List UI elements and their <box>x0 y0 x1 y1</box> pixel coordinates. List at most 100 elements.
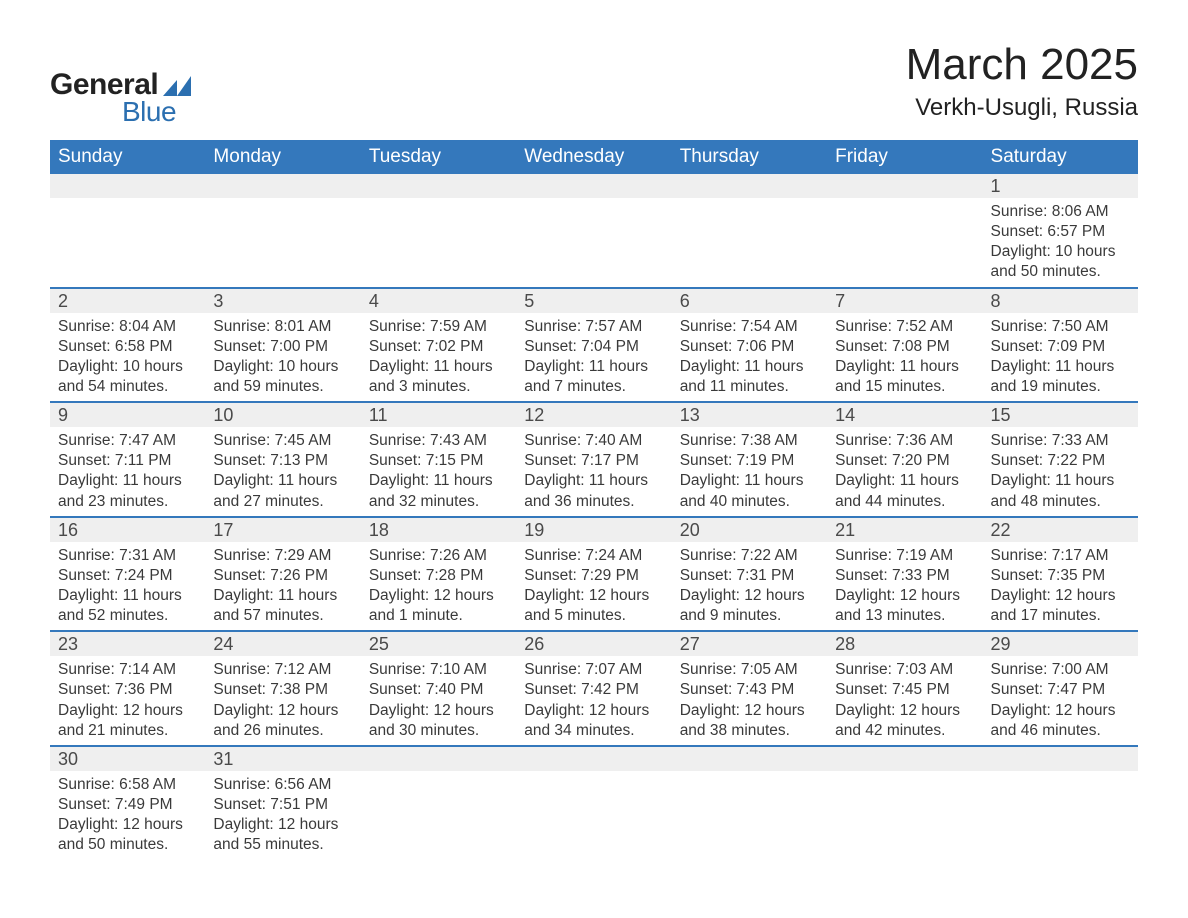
day-details: Sunrise: 7:05 AMSunset: 7:43 PMDaylight:… <box>672 656 827 745</box>
daylight-line: Daylight: 11 hours and 7 minutes. <box>524 357 663 397</box>
day-number: 4 <box>361 289 516 314</box>
calendar-cell <box>672 174 827 288</box>
weekday-header: Tuesday <box>361 140 516 174</box>
daylight-line: Daylight: 11 hours and 23 minutes. <box>58 471 197 511</box>
calendar-cell: 13Sunrise: 7:38 AMSunset: 7:19 PMDayligh… <box>672 402 827 517</box>
calendar-week-row: 30Sunrise: 6:58 AMSunset: 7:49 PMDayligh… <box>50 746 1138 860</box>
daylight-line: Daylight: 10 hours and 59 minutes. <box>213 357 352 397</box>
day-details: Sunrise: 7:54 AMSunset: 7:06 PMDaylight:… <box>672 313 827 402</box>
sunrise-line: Sunrise: 7:36 AM <box>835 431 974 451</box>
calendar-cell: 1Sunrise: 8:06 AMSunset: 6:57 PMDaylight… <box>983 174 1138 288</box>
day-details: Sunrise: 7:24 AMSunset: 7:29 PMDaylight:… <box>516 542 671 631</box>
sunrise-line: Sunrise: 7:50 AM <box>991 317 1130 337</box>
day-number: 25 <box>361 632 516 657</box>
sunrise-line: Sunrise: 8:04 AM <box>58 317 197 337</box>
sunset-line: Sunset: 7:17 PM <box>524 451 663 471</box>
sunrise-line: Sunrise: 7:38 AM <box>680 431 819 451</box>
sunrise-line: Sunrise: 7:26 AM <box>369 546 508 566</box>
day-details <box>361 771 516 779</box>
sunrise-line: Sunrise: 7:31 AM <box>58 546 197 566</box>
daylight-line: Daylight: 12 hours and 55 minutes. <box>213 815 352 855</box>
day-number: 10 <box>205 403 360 428</box>
daylight-line: Daylight: 10 hours and 54 minutes. <box>58 357 197 397</box>
day-number: 18 <box>361 518 516 543</box>
calendar-cell: 15Sunrise: 7:33 AMSunset: 7:22 PMDayligh… <box>983 402 1138 517</box>
sunrise-line: Sunrise: 7:40 AM <box>524 431 663 451</box>
calendar-cell: 10Sunrise: 7:45 AMSunset: 7:13 PMDayligh… <box>205 402 360 517</box>
day-number: 13 <box>672 403 827 428</box>
daylight-line: Daylight: 11 hours and 32 minutes. <box>369 471 508 511</box>
daylight-line: Daylight: 12 hours and 17 minutes. <box>991 586 1130 626</box>
calendar-cell: 8Sunrise: 7:50 AMSunset: 7:09 PMDaylight… <box>983 288 1138 403</box>
daylight-line: Daylight: 12 hours and 46 minutes. <box>991 701 1130 741</box>
day-details: Sunrise: 7:22 AMSunset: 7:31 PMDaylight:… <box>672 542 827 631</box>
sunset-line: Sunset: 7:51 PM <box>213 795 352 815</box>
day-details <box>361 198 516 206</box>
calendar-cell <box>827 746 982 860</box>
day-details: Sunrise: 7:57 AMSunset: 7:04 PMDaylight:… <box>516 313 671 402</box>
day-number: 5 <box>516 289 671 314</box>
sunrise-line: Sunrise: 7:05 AM <box>680 660 819 680</box>
calendar-cell <box>50 174 205 288</box>
day-details <box>516 198 671 206</box>
day-number: 20 <box>672 518 827 543</box>
sunrise-line: Sunrise: 7:00 AM <box>991 660 1130 680</box>
daylight-line: Daylight: 11 hours and 27 minutes. <box>213 471 352 511</box>
sunset-line: Sunset: 7:13 PM <box>213 451 352 471</box>
day-details: Sunrise: 7:26 AMSunset: 7:28 PMDaylight:… <box>361 542 516 631</box>
daylight-line: Daylight: 11 hours and 36 minutes. <box>524 471 663 511</box>
sunrise-line: Sunrise: 7:03 AM <box>835 660 974 680</box>
day-number: 12 <box>516 403 671 428</box>
location: Verkh-Usugli, Russia <box>906 94 1138 122</box>
day-number: 11 <box>361 403 516 428</box>
logo: General Blue <box>50 68 191 128</box>
header: General Blue March 2025 Verkh-Usugli, Ru… <box>50 40 1138 128</box>
sunrise-line: Sunrise: 7:43 AM <box>369 431 508 451</box>
day-number: 16 <box>50 518 205 543</box>
sunset-line: Sunset: 7:47 PM <box>991 680 1130 700</box>
day-number: 17 <box>205 518 360 543</box>
weekday-header: Sunday <box>50 140 205 174</box>
daylight-line: Daylight: 12 hours and 1 minute. <box>369 586 508 626</box>
calendar-cell <box>361 746 516 860</box>
sunrise-line: Sunrise: 6:58 AM <box>58 775 197 795</box>
calendar-week-row: 1Sunrise: 8:06 AMSunset: 6:57 PMDaylight… <box>50 174 1138 288</box>
sunset-line: Sunset: 7:24 PM <box>58 566 197 586</box>
sunset-line: Sunset: 7:26 PM <box>213 566 352 586</box>
sunrise-line: Sunrise: 7:19 AM <box>835 546 974 566</box>
daylight-line: Daylight: 12 hours and 9 minutes. <box>680 586 819 626</box>
sunset-line: Sunset: 7:38 PM <box>213 680 352 700</box>
day-number <box>516 747 671 751</box>
sunrise-line: Sunrise: 8:06 AM <box>991 202 1130 222</box>
daylight-line: Daylight: 12 hours and 50 minutes. <box>58 815 197 855</box>
daylight-line: Daylight: 11 hours and 52 minutes. <box>58 586 197 626</box>
daylight-line: Daylight: 12 hours and 26 minutes. <box>213 701 352 741</box>
calendar-cell: 7Sunrise: 7:52 AMSunset: 7:08 PMDaylight… <box>827 288 982 403</box>
day-details: Sunrise: 7:19 AMSunset: 7:33 PMDaylight:… <box>827 542 982 631</box>
sunset-line: Sunset: 7:33 PM <box>835 566 974 586</box>
weekday-header: Friday <box>827 140 982 174</box>
sunset-line: Sunset: 7:40 PM <box>369 680 508 700</box>
calendar-week-row: 16Sunrise: 7:31 AMSunset: 7:24 PMDayligh… <box>50 517 1138 632</box>
calendar-cell: 25Sunrise: 7:10 AMSunset: 7:40 PMDayligh… <box>361 631 516 746</box>
day-details: Sunrise: 7:07 AMSunset: 7:42 PMDaylight:… <box>516 656 671 745</box>
sunset-line: Sunset: 7:49 PM <box>58 795 197 815</box>
day-details: Sunrise: 7:47 AMSunset: 7:11 PMDaylight:… <box>50 427 205 516</box>
day-details <box>672 198 827 206</box>
daylight-line: Daylight: 12 hours and 5 minutes. <box>524 586 663 626</box>
sunrise-line: Sunrise: 7:12 AM <box>213 660 352 680</box>
calendar-cell: 14Sunrise: 7:36 AMSunset: 7:20 PMDayligh… <box>827 402 982 517</box>
calendar-cell: 12 Sunrise: 7:40 AMSunset: 7:17 PMDayligh… <box>516 402 671 517</box>
day-details: Sunrise: 7:10 AMSunset: 7:40 PMDaylight:… <box>361 656 516 745</box>
calendar-cell: 30Sunrise: 6:58 AMSunset: 7:49 PMDayligh… <box>50 746 205 860</box>
weekday-header: Saturday <box>983 140 1138 174</box>
day-details: Sunrise: 7:31 AMSunset: 7:24 PMDaylight:… <box>50 542 205 631</box>
day-number: 24 <box>205 632 360 657</box>
daylight-line: Daylight: 11 hours and 15 minutes. <box>835 357 974 397</box>
day-details: Sunrise: 6:58 AMSunset: 7:49 PMDaylight:… <box>50 771 205 860</box>
weekday-header: Thursday <box>672 140 827 174</box>
sunset-line: Sunset: 7:06 PM <box>680 337 819 357</box>
sunset-line: Sunset: 7:04 PM <box>524 337 663 357</box>
day-details: Sunrise: 7:29 AMSunset: 7:26 PMDaylight:… <box>205 542 360 631</box>
sunset-line: Sunset: 6:57 PM <box>991 222 1130 242</box>
